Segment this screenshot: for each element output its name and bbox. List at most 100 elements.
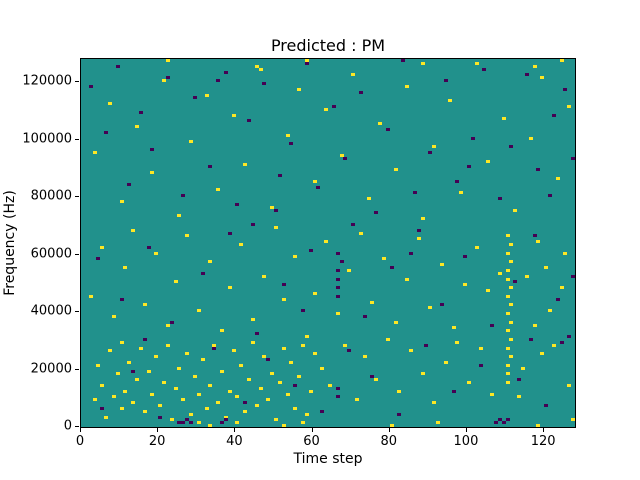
heatmap-cell xyxy=(563,251,568,255)
heatmap-cell xyxy=(243,409,248,413)
y-axis-label: Frequency (Hz) xyxy=(2,190,18,296)
heatmap-cell xyxy=(505,251,510,255)
y-tick-mark xyxy=(75,368,79,370)
heatmap-cell xyxy=(100,406,105,410)
heatmap-cell xyxy=(304,335,309,338)
heatmap-cell xyxy=(208,424,213,427)
heatmap-cell xyxy=(528,136,533,140)
heatmap-cell xyxy=(324,240,329,244)
x-tick-label: 60 xyxy=(303,434,320,449)
heatmap-cell xyxy=(177,214,182,218)
heatmap-cell xyxy=(204,93,209,97)
heatmap-cell xyxy=(559,286,564,290)
heatmap-cell xyxy=(281,424,286,427)
heatmap-cell xyxy=(555,297,560,301)
heatmap-cell xyxy=(320,409,325,413)
heatmap-cell xyxy=(262,355,267,359)
x-tick-label: 20 xyxy=(148,434,166,449)
y-tick-label: 60000 xyxy=(30,246,72,261)
y-tick-mark xyxy=(75,196,79,197)
x-tick-label: 0 xyxy=(75,434,85,449)
heatmap-cell xyxy=(154,251,159,255)
heatmap-cell xyxy=(119,199,124,203)
heatmap-cell xyxy=(254,64,259,68)
heatmap-cell xyxy=(505,294,510,298)
heatmap-cell xyxy=(297,375,302,379)
heatmap-cell xyxy=(497,271,502,275)
heatmap-cell xyxy=(173,280,178,284)
heatmap-cell xyxy=(493,421,498,425)
heatmap-cell xyxy=(169,320,174,324)
heatmap-cell xyxy=(412,191,417,195)
heatmap-cell xyxy=(254,404,259,407)
heatmap-cell xyxy=(273,418,278,422)
heatmap-cell xyxy=(123,266,128,269)
heatmap-cell xyxy=(300,309,305,313)
heatmap-cell xyxy=(474,61,479,65)
heatmap-cell xyxy=(374,211,379,215)
heatmap-cell xyxy=(231,113,236,117)
heatmap-cell xyxy=(466,381,471,384)
x-tick-label: 40 xyxy=(226,434,243,449)
heatmap-cell xyxy=(374,378,379,382)
x-tick-mark xyxy=(388,428,390,432)
heatmap-cell xyxy=(490,392,495,396)
heatmap-cell xyxy=(300,421,305,425)
heatmap-cell xyxy=(289,360,294,364)
y-tick-label: 0 xyxy=(63,418,72,434)
heatmap-cell xyxy=(490,323,495,327)
heatmap-cell xyxy=(243,162,248,166)
heatmap-cell xyxy=(335,312,340,315)
heatmap-cell xyxy=(478,363,483,367)
heatmap-cell xyxy=(551,113,556,117)
heatmap-cell xyxy=(177,366,182,370)
heatmap-cell xyxy=(509,303,514,307)
x-tick-label: 100 xyxy=(453,434,479,449)
heatmap-cell xyxy=(335,251,340,255)
x-tick-mark xyxy=(234,428,236,432)
heatmap-cell xyxy=(389,424,394,427)
heatmap-cell xyxy=(509,337,514,341)
heatmap-cell xyxy=(92,398,97,402)
heatmap-cell xyxy=(517,395,522,399)
heatmap-cell xyxy=(223,415,228,419)
heatmap-cell xyxy=(571,156,575,160)
heatmap-cell xyxy=(513,280,518,284)
heatmap-cell xyxy=(528,337,533,341)
heatmap-cell xyxy=(355,398,360,402)
heatmap-cell xyxy=(146,369,151,373)
y-tick-mark xyxy=(75,311,79,312)
heatmap-cell xyxy=(463,254,468,258)
heatmap-cell xyxy=(165,323,170,327)
heatmap-cell xyxy=(88,84,93,88)
heatmap-cell xyxy=(335,268,340,272)
heatmap-cell xyxy=(370,375,375,379)
heatmap-cell xyxy=(304,59,309,62)
heatmap-cell xyxy=(362,355,367,359)
heatmap-cell xyxy=(455,179,460,183)
heatmap-cell xyxy=(277,381,282,384)
heatmap-cell xyxy=(420,217,425,221)
heatmap-cell xyxy=(262,82,267,85)
heatmap-cell xyxy=(567,105,572,108)
heatmap-cell xyxy=(127,360,132,364)
heatmap-cell xyxy=(474,245,479,249)
heatmap-cell xyxy=(536,424,541,427)
heatmap-cell xyxy=(131,228,136,232)
heatmap-cell xyxy=(432,401,437,405)
heatmap-cell xyxy=(567,335,572,338)
heatmap-cell xyxy=(547,309,552,313)
heatmap-cell xyxy=(505,234,510,238)
heatmap-cell xyxy=(165,343,170,347)
heatmap-cell xyxy=(138,346,143,350)
heatmap-cell xyxy=(509,286,514,290)
heatmap-cell xyxy=(142,303,147,307)
heatmap-cell xyxy=(281,283,286,287)
heatmap-cell xyxy=(524,73,529,77)
x-axis-label: Time step xyxy=(293,451,363,467)
heatmap-cell xyxy=(115,64,120,68)
heatmap-cell xyxy=(513,208,518,212)
heatmap-cell xyxy=(343,343,348,347)
heatmap-cell xyxy=(181,194,186,198)
heatmap-cell xyxy=(540,352,545,356)
